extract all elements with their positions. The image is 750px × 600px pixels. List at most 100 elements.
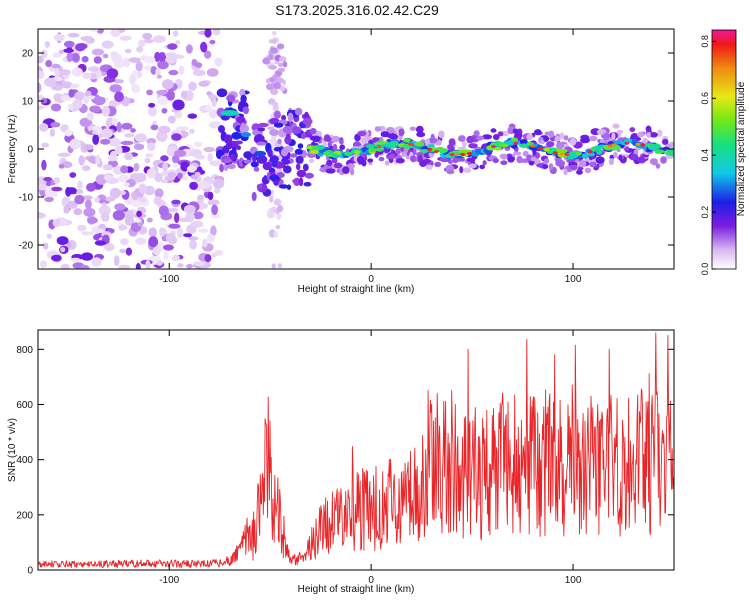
spectrogram-cell [69,172,77,178]
spectrogram-cell [497,131,504,137]
y-tick-label: 200 [16,510,33,521]
spectrogram-cell [330,135,341,143]
spectrogram-cell [158,125,171,134]
spectrogram-cell [667,151,674,157]
spectrogram-cell [79,264,90,269]
spectrogram-cell [96,127,103,134]
spectrogram-cell [203,50,212,59]
spectrogram-cell [218,125,225,134]
spectrogram-cell [82,195,93,200]
spectrogram-cell [120,165,129,174]
colorbar-tick-label: 0.4 [700,149,710,162]
spectrogram-cell [240,122,246,130]
spectrogram-cell [160,155,169,162]
spectrogram-cell [602,132,610,141]
spectrogram-cell [119,248,126,254]
spectrogram-cell [280,148,289,157]
spectrogram-cell [124,216,135,226]
spectrogram-cell [271,161,278,168]
spectrogram-cell [178,65,185,75]
spectrogram-cell [157,60,169,70]
spectrogram-cell [180,90,188,99]
spectrogram-cell [479,164,486,170]
spectrogram-cell [546,141,555,148]
spectrogram-cell [395,148,401,156]
spectrogram-cell [189,128,195,134]
spectrogram-cell [499,153,508,159]
colorbar: 0.0 0.2 0.4 0.6 0.8 Normalized spectral ampl… [700,29,747,275]
spectrogram-cell [569,164,578,171]
spectrogram-cell [425,164,433,170]
spectrogram-cell [100,138,111,145]
spectrogram-cell [38,212,46,219]
spectrogram-cell [657,129,663,137]
spectrogram-cell [152,35,166,43]
spectrogram-cell [278,184,289,189]
spectrogram-cell [462,140,467,148]
spectrogram-y-label: Frequency (Hz) [7,115,18,184]
spectrogram-cell [118,224,128,231]
spectrogram-cell [236,116,246,124]
spectrogram-cell [224,134,233,145]
spectrogram-cell [173,162,179,168]
spectrogram-cell [146,138,157,145]
spectrogram-cell [354,149,361,155]
spectrogram-cell [272,73,278,81]
spectrogram-cell [555,159,566,167]
spectrogram-cell [530,156,537,162]
spectrogram-cell [116,121,122,133]
spectrogram-cell [117,174,130,183]
spectrogram-cell [160,179,168,184]
spectrogram-cell [208,121,222,129]
spectrogram-cell [114,91,124,103]
spectrogram-cell [171,199,181,205]
spectrogram-cell [563,168,568,176]
spectrogram-cell [534,129,542,136]
spectrogram-cell [409,126,417,131]
spectrogram-cell [156,260,163,266]
spectrogram-cell [295,155,304,164]
spectrogram-cell [200,105,207,114]
spectrogram-cell [630,153,639,161]
spectrogram-cell [190,220,204,228]
spectrogram-cell [214,57,223,67]
spectrogram-cell [291,126,302,135]
spectrogram-cell [63,40,75,48]
colorbar-tick-label: 0.8 [700,35,710,48]
spectrogram-cell [425,138,430,146]
spectrogram-cell [146,89,154,96]
spectrogram-cell [294,148,303,155]
spectrogram-cell [222,158,233,163]
spectrogram-cell [613,151,618,159]
spectrogram-cell [134,133,147,143]
x-tick-label: 0 [368,575,374,586]
spectrogram-cell [519,158,529,163]
spectrogram-cell [183,204,196,214]
spectrogram-cell [82,72,92,79]
spectrogram-cell [490,128,497,133]
spectrogram-cell [395,157,405,164]
spectrogram-cell [226,94,236,102]
spectrogram-cell [168,223,181,229]
spectrogram-cell [548,163,554,171]
spectrogram-cell [559,132,565,140]
spectrogram-cell [276,205,284,213]
spectrogram-cell [86,112,94,121]
spectrogram-cell [187,236,199,241]
spectrogram-cell [216,88,228,98]
spectrogram-cell [112,210,125,221]
spectrogram-cell [52,52,62,58]
spectrogram-cell [297,143,304,149]
spectrogram-cell [58,163,65,169]
spectrogram-cell [52,219,61,227]
spectrogram-cell [459,166,464,174]
spectrogram-cell [147,107,158,117]
spectrogram-cell [185,44,193,54]
spectrogram-cell [624,141,630,145]
spectrogram-cell [60,95,72,102]
spectrogram-cell [463,167,472,173]
spectrogram-cell [153,196,162,205]
spectrogram-cell [655,149,665,154]
spectrogram-cell [212,29,221,36]
